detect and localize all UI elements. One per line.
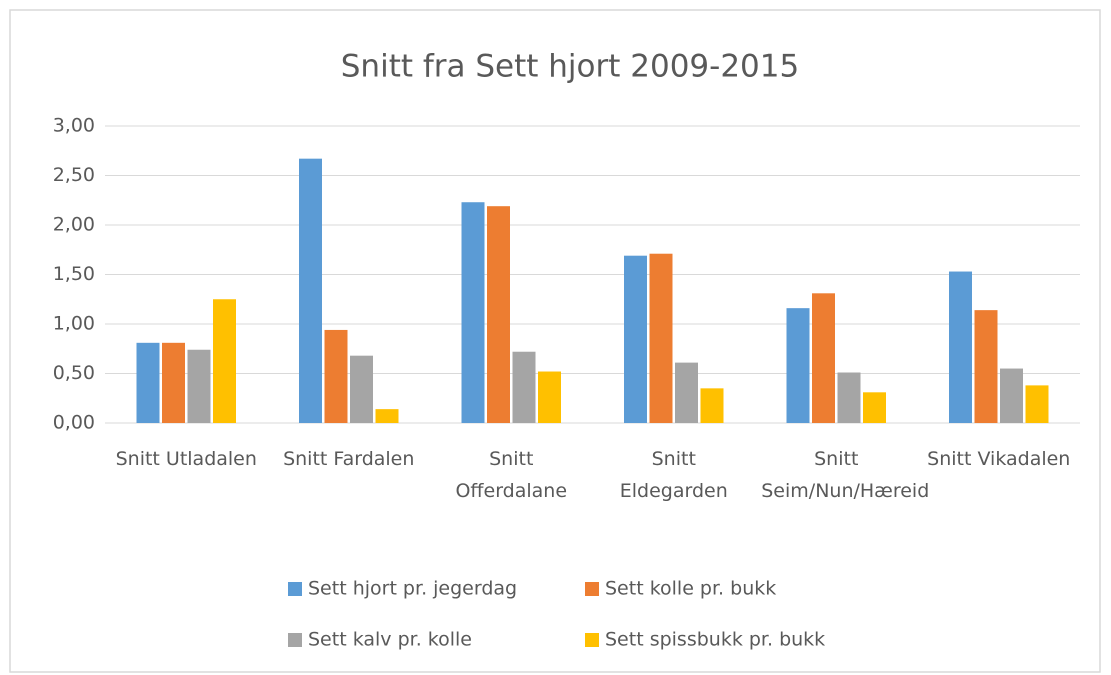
legend-swatch	[585, 633, 599, 647]
bar	[624, 255, 647, 423]
bar	[837, 372, 861, 423]
bar	[136, 342, 160, 423]
bar	[461, 202, 485, 423]
chart-title: Snitt fra Sett hjort 2009-2015	[341, 49, 799, 85]
legend-label: Sett kalv pr. kolle	[308, 629, 472, 651]
legend-swatch	[288, 633, 302, 647]
x-tick-label: Snitt Vikadalen	[927, 448, 1071, 470]
y-tick-label: 1,50	[53, 263, 95, 285]
y-tick-label: 0,00	[53, 412, 95, 434]
bar	[1025, 385, 1049, 423]
bar	[487, 206, 510, 423]
bar	[974, 310, 998, 423]
bar	[863, 392, 886, 423]
bar	[350, 355, 373, 423]
bar	[324, 329, 348, 423]
bar	[786, 308, 810, 423]
bar	[187, 349, 211, 423]
bar	[949, 271, 972, 423]
legend-swatch	[288, 582, 302, 596]
y-tick-label: 2,50	[53, 164, 95, 186]
bar	[538, 371, 561, 423]
legend-label: Sett hjort pr. jegerdag	[308, 578, 517, 600]
x-tick-label: Snitt Utladalen	[115, 448, 257, 470]
bar	[213, 299, 236, 423]
bar	[649, 253, 673, 423]
bar	[812, 293, 835, 423]
chart-frame	[9, 9, 1101, 673]
y-tick-label: 3,00	[53, 115, 95, 137]
bar	[512, 351, 536, 423]
legend-label: Sett kolle pr. bukk	[605, 578, 776, 600]
y-tick-label: 0,50	[53, 362, 95, 384]
legend-label: Sett spissbukk pr. bukk	[605, 629, 825, 651]
y-tick-label: 2,00	[53, 214, 95, 236]
x-tick-label: Snitt Fardalen	[283, 448, 415, 470]
x-tick-label: Snitt Offerdalane	[455, 448, 568, 502]
bar	[375, 409, 399, 423]
bar	[162, 342, 185, 423]
y-tick-label: 1,00	[53, 313, 95, 335]
bar	[700, 388, 724, 423]
bar	[675, 362, 698, 423]
x-tick-label: Snitt Seim/Nun/Hæreid	[761, 448, 930, 502]
bar	[299, 158, 322, 424]
x-tick-label: Snitt Eldegarden	[619, 448, 728, 502]
legend-swatch	[585, 582, 599, 596]
bar	[1000, 368, 1023, 423]
